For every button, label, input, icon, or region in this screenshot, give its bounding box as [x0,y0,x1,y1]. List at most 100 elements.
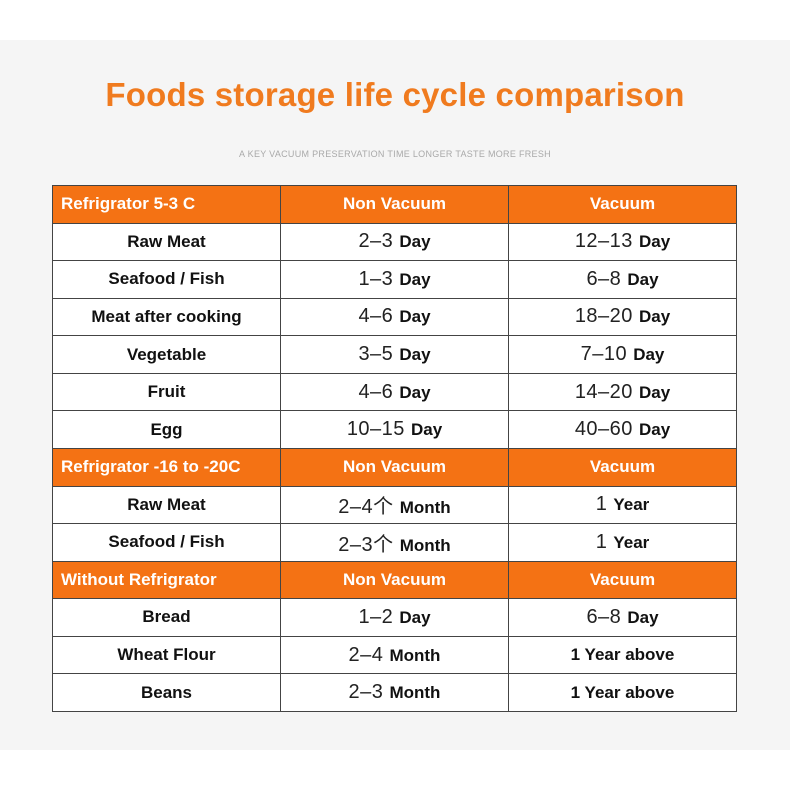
food-name-cell: Wheat Flour [52,635,281,675]
table-row: Seafood / Fish 1–3 Day 6–8 Day [52,260,737,299]
food-name-cell: Beans [52,673,281,712]
duration-number: 40–60 [574,418,639,441]
duration-unit: Day [627,269,659,289]
vacuum-cell: 1 Year [508,485,737,525]
page-title: Foods storage life cycle comparison [105,76,685,113]
duration-unit: Day [399,232,431,252]
duration-unit: Year [613,495,650,515]
duration-number: 6–8 [586,267,628,290]
non-vacuum-cell: 4–6 Day [280,372,509,412]
storage-comparison-table: Refrigrator 5-3 C Non Vacuum Vacuum Raw Mea… [52,185,737,712]
table-row: Vegetable 3–5 Day 7–10 Day [52,335,737,374]
duration-number: 7–10 [580,343,634,366]
table-row: Bread 1–2 Day 6–8 Day [52,598,737,637]
food-name-cell: Seafood / Fish [52,523,281,562]
column-header-non-vacuum: Non Vacuum [280,185,509,224]
food-name-cell: Vegetable [52,335,281,374]
duration-number: 2–3个 [338,533,400,556]
duration-number: 2–3 [348,681,390,704]
duration-unit: Day [399,345,431,365]
duration-unit: 1 Year above [570,645,675,665]
duration-number: 1–3 [358,267,400,290]
column-header-vacuum: Vacuum [508,185,737,224]
duration-unit: Year [613,532,650,552]
non-vacuum-cell: 1–2 Day [280,598,509,637]
food-name-cell: Raw Meat [52,222,281,262]
non-vacuum-cell: 2–3个 Month [280,523,509,562]
column-header-non-vacuum: Non Vacuum [280,447,509,487]
column-header-vacuum: Vacuum [508,560,737,600]
duration-number: 14–20 [574,380,639,403]
duration-unit: Day [410,420,443,440]
table-row: Meat after cooking 4–6 Day 18–20 Day [52,297,737,337]
table-row: Raw Meat 2–3 Day 12–13 Day [52,222,737,262]
duration-number: 2–3 [358,230,400,253]
table-row: Seafood / Fish 2–3个 Month 1 Year [52,523,737,562]
vacuum-cell: 1 Year above [508,673,737,712]
vacuum-cell: 12–13 Day [508,222,737,262]
column-header-non-vacuum: Non Vacuum [280,560,509,600]
duration-number: 1 [595,493,614,516]
section-header-row: Refrigrator 5-3 C Non Vacuum Vacuum [52,185,737,224]
non-vacuum-cell: 2–4 Month [280,635,509,675]
table-row: Beans 2–3 Month 1 Year above [52,673,737,712]
duration-unit: Month [399,498,451,518]
vacuum-cell: 40–60 Day [508,410,737,449]
duration-unit: Month [399,535,451,555]
duration-unit: Day [633,345,665,365]
food-name-cell: Fruit [52,372,281,412]
page-subtitle: A KEY VACUUM PRESERVATION TIME LONGER TA… [239,149,551,159]
table-row: Raw Meat 2–4个 Month 1 Year [52,485,737,525]
duration-unit: Month [389,645,441,665]
duration-unit: Day [638,420,671,440]
duration-number: 18–20 [574,305,639,328]
non-vacuum-cell: 10–15 Day [280,410,509,449]
food-name-cell: Raw Meat [52,485,281,525]
section-header-row: Without Refrigrator Non Vacuum Vacuum [52,560,737,600]
food-name-cell: Meat after cooking [52,297,281,337]
section-header-label: Refrigrator -16 to -20C [52,447,281,487]
table-row: Wheat Flour 2–4 Month 1 Year above [52,635,737,675]
section-header-row: Refrigrator -16 to -20C Non Vacuum Vacuum [52,447,737,487]
section-header-label: Without Refrigrator [52,560,281,600]
food-name-cell: Egg [52,410,281,449]
duration-unit: Day [399,269,431,289]
duration-number: 6–8 [586,605,628,628]
duration-unit: Day [638,307,671,327]
duration-unit: Day [399,607,431,627]
table-row: Fruit 4–6 Day 14–20 Day [52,372,737,412]
non-vacuum-cell: 2–3 Day [280,222,509,262]
duration-unit: 1 Year above [570,682,675,702]
duration-number: 4–6 [358,380,400,403]
non-vacuum-cell: 1–3 Day [280,260,509,299]
non-vacuum-cell: 2–3 Month [280,673,509,712]
food-name-cell: Bread [52,598,281,637]
duration-number: 2–4个 [338,496,400,519]
non-vacuum-cell: 4–6 Day [280,297,509,337]
duration-number: 10–15 [346,418,411,441]
section-header-label: Refrigrator 5-3 C [52,185,281,224]
duration-unit: Day [399,307,431,327]
non-vacuum-cell: 2–4个 Month [280,485,509,525]
non-vacuum-cell: 3–5 Day [280,335,509,374]
duration-number: 3–5 [358,343,400,366]
vacuum-cell: 14–20 Day [508,372,737,412]
vacuum-cell: 6–8 Day [508,598,737,637]
vacuum-cell: 1 Year [508,523,737,562]
duration-unit: Day [399,382,431,402]
duration-unit: Day [627,607,659,627]
duration-unit: Day [638,232,671,252]
duration-number: 1 [595,530,614,553]
duration-number: 12–13 [574,230,639,253]
food-name-cell: Seafood / Fish [52,260,281,299]
duration-number: 2–4 [348,643,390,666]
duration-unit: Month [389,683,441,703]
table-body: Refrigrator 5-3 C Non Vacuum Vacuum Raw Mea… [52,185,737,712]
duration-number: 1–2 [358,605,400,628]
vacuum-cell: 1 Year above [508,635,737,675]
vacuum-cell: 6–8 Day [508,260,737,299]
vacuum-cell: 7–10 Day [508,335,737,374]
duration-unit: Day [638,382,671,402]
table-row: Egg 10–15 Day 40–60 Day [52,410,737,449]
column-header-vacuum: Vacuum [508,447,737,487]
